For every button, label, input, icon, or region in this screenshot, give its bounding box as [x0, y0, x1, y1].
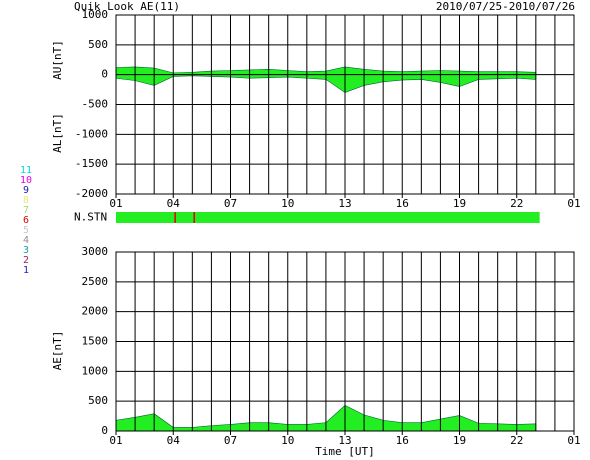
x-tick-label: 19	[453, 197, 466, 210]
y-tick-label: 2000	[82, 305, 109, 318]
x-tick-label: 10	[281, 434, 294, 447]
area	[115, 404, 537, 432]
strip-label: N.STN	[74, 211, 107, 224]
x-tick-label: 10	[281, 197, 294, 210]
x-tick-label: 13	[338, 197, 351, 210]
title: Quik Look AE(11)	[74, 0, 180, 13]
y-tick-label: 0	[101, 68, 108, 81]
y-tick-label: 500	[88, 38, 108, 51]
x-tick-label: 07	[224, 197, 237, 210]
area	[115, 74, 537, 93]
legend-label: 1	[23, 265, 29, 276]
y-tick-label: 1500	[82, 335, 109, 348]
legend-label: 11	[20, 165, 32, 176]
y-tick-label: -1000	[75, 127, 108, 140]
legend-label: 6	[23, 215, 29, 226]
x-tick-label: 07	[224, 434, 237, 447]
y-tick-label: 1000	[82, 8, 109, 21]
x-tick-label: 01	[567, 197, 580, 210]
legend-label: 5	[23, 225, 29, 236]
x-tick-label: 04	[167, 434, 181, 447]
y-tick-label: 3000	[82, 245, 109, 258]
station-bar	[116, 212, 540, 223]
y-tick-label: 0	[101, 424, 108, 437]
y-tick-label: -1500	[75, 157, 108, 170]
legend-label: 7	[23, 205, 29, 216]
date-range: 2010/07/25-2010/07/26	[436, 0, 575, 13]
legend-label: 2	[23, 255, 29, 266]
y-tick-label: 2500	[82, 275, 109, 288]
legend-label: 4	[23, 235, 29, 246]
x-tick-label: 04	[167, 197, 181, 210]
x-tick-label: 22	[510, 434, 523, 447]
legend-label: 3	[23, 245, 29, 256]
y-tick-label: 1000	[82, 364, 109, 377]
y-axis-label: AL[nT]	[51, 113, 64, 153]
legend-label: 10	[20, 175, 32, 186]
x-tick-label: 16	[396, 197, 409, 210]
x-tick-label: 19	[453, 434, 466, 447]
x-tick-label: 16	[396, 434, 409, 447]
area	[115, 66, 537, 75]
y-axis-label: AU[nT]	[51, 40, 64, 80]
y-tick-label: -500	[82, 98, 109, 111]
x-axis-label: Time [UT]	[315, 445, 375, 458]
x-tick-label: 01	[109, 434, 122, 447]
y-axis-label: AE[nT]	[51, 331, 64, 371]
x-tick-label: 01	[109, 197, 122, 210]
x-tick-label: 13	[338, 434, 351, 447]
legend-label: 8	[23, 195, 29, 206]
legend-label: 9	[23, 185, 29, 196]
y-tick-label: 500	[88, 394, 108, 407]
x-tick-label: 22	[510, 197, 523, 210]
x-tick-label: 01	[567, 434, 580, 447]
y-tick-label: -2000	[75, 187, 108, 200]
